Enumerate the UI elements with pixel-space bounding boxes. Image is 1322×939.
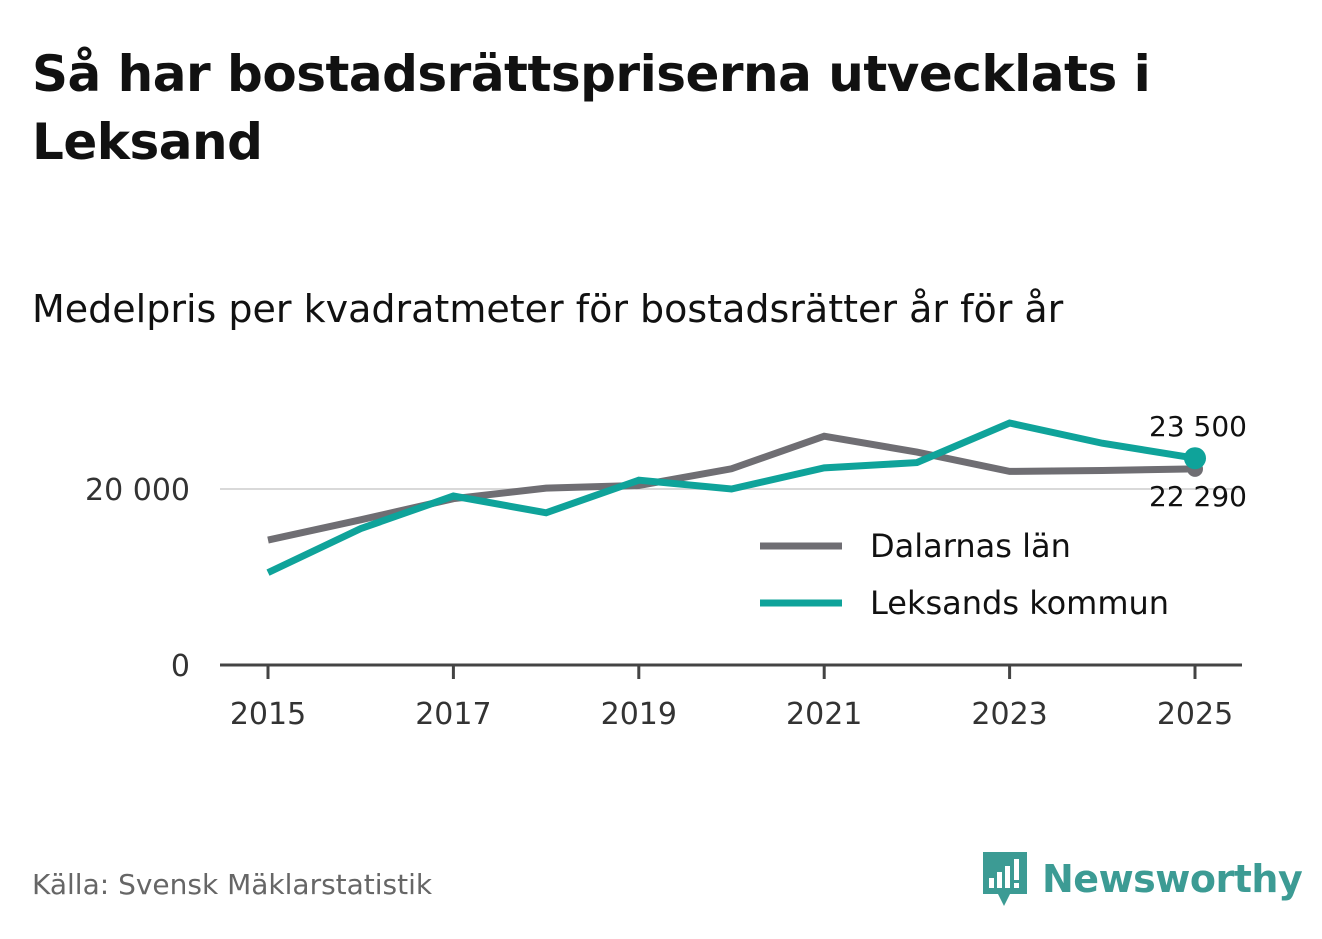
x-tick-label: 2021 [786,697,862,732]
axis-layer: 0 20 000 2015 2017 2019 2021 2023 2025 [85,473,1242,732]
brand-logo[interactable]: Newsworthy [980,848,1303,910]
y-tick-label: 0 [171,649,190,684]
x-tick-label: 2019 [601,697,677,732]
y-tick-label: 20 000 [85,473,190,508]
legend: Dalarnas län Leksands kommun [760,527,1169,622]
end-marker-leksand [1184,447,1206,470]
x-tick-label: 2023 [971,697,1047,732]
source-text: Källa: Svensk Mäklarstatistik [32,868,433,901]
x-tick-label: 2017 [415,697,491,732]
legend-label: Dalarnas län [870,527,1071,565]
value-label-leksand: 23 500 [1149,410,1247,443]
x-tick-label: 2015 [230,697,306,732]
series-line-leksand [266,419,1196,576]
chart-subtitle: Medelpris per kvadratmeter för bostadsrä… [32,287,1064,331]
label-layer: 23 500 22 290 [1149,410,1247,513]
chart-title: Så har bostadsrättspriserna utvecklats i… [32,45,1151,171]
series-layer [266,419,1206,576]
value-label-dalarna: 22 290 [1149,480,1247,513]
brand-name: Newsworthy [1042,857,1303,901]
newsworthy-icon [983,852,1027,906]
x-tick-label: 2025 [1157,697,1233,732]
legend-label: Leksands kommun [870,584,1169,622]
